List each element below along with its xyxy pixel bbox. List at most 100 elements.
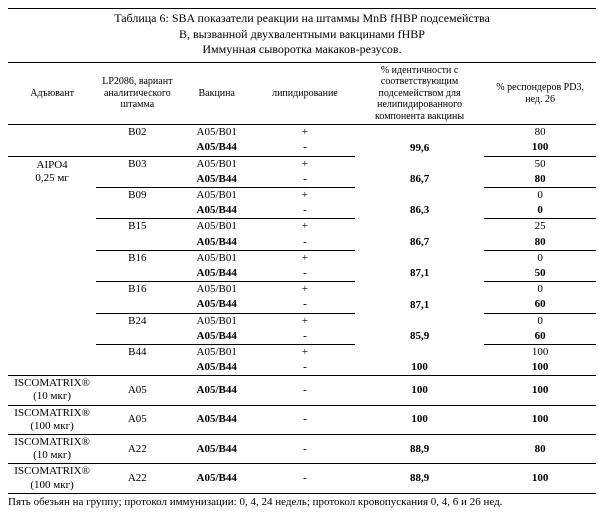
col-adjuvant: Адъювант xyxy=(8,62,96,125)
identity-cell xyxy=(355,188,484,204)
strain-cell: B03 xyxy=(96,156,178,172)
responders-cell: 100 xyxy=(484,140,596,156)
responders-cell: 100 xyxy=(484,464,596,493)
lipid-cell: + xyxy=(255,313,355,329)
lipid-cell: - xyxy=(255,203,355,219)
responders-cell: 60 xyxy=(484,329,596,345)
strain-cell xyxy=(96,203,178,219)
lipid-cell: - xyxy=(255,376,355,405)
vaccine-cell: A05/B01 xyxy=(179,250,255,266)
table-row: B44A05/B01+100 xyxy=(8,344,596,360)
identity-cell xyxy=(355,313,484,329)
responders-cell: 100 xyxy=(484,360,596,376)
vaccine-cell: A05/B44 xyxy=(179,140,255,156)
col-lipid: липидирование xyxy=(255,62,355,125)
vaccine-cell: A05/B44 xyxy=(179,464,255,493)
strain-cell: A22 xyxy=(96,464,178,493)
adjuvant-cell: ISCOMATRIX®(100 мкг) xyxy=(8,405,96,434)
vaccine-cell: A05/B44 xyxy=(179,266,255,282)
table-row: A05/B44-87,150 xyxy=(8,266,596,282)
lipid-cell: + xyxy=(255,282,355,298)
table-row: ISCOMATRIX®(10 мкг)A22A05/B44-88,980 xyxy=(8,435,596,464)
responders-cell: 50 xyxy=(484,266,596,282)
strain-cell xyxy=(96,140,178,156)
lipid-cell: - xyxy=(255,235,355,251)
strain-cell: B24 xyxy=(96,313,178,329)
adjuvant-cell xyxy=(8,219,96,235)
adjuvant-cell xyxy=(8,282,96,298)
identity-cell: 88,9 xyxy=(355,464,484,493)
strain-cell xyxy=(96,329,178,345)
vaccine-cell: A05/B44 xyxy=(179,203,255,219)
lipid-cell: - xyxy=(255,140,355,156)
strain-cell: A22 xyxy=(96,435,178,464)
adjuvant-cell xyxy=(8,297,96,313)
strain-cell: A05 xyxy=(96,405,178,434)
vaccine-cell: A05/B44 xyxy=(179,405,255,434)
table-row: B16A05/B01+0 xyxy=(8,282,596,298)
strain-cell: A05 xyxy=(96,376,178,405)
table-row: A05/B44-100100 xyxy=(8,360,596,376)
responders-cell: 25 xyxy=(484,219,596,235)
adjuvant-cell: ISCOMATRIX®(100 мкг) xyxy=(8,464,96,493)
col-strain: LP2086, вариант аналитического штамма xyxy=(96,62,178,125)
table-caption: Таблица 6: SBA показатели реакции на шта… xyxy=(8,8,596,58)
responders-cell: 50 xyxy=(484,156,596,172)
strain-cell: B09 xyxy=(96,188,178,204)
lipid-cell: - xyxy=(255,464,355,493)
table-row: B24A05/B01+0 xyxy=(8,313,596,329)
vaccine-cell: A05/B01 xyxy=(179,313,255,329)
lipid-cell: + xyxy=(255,188,355,204)
data-table: Адъювант LP2086, вариант аналитического … xyxy=(8,62,596,493)
table-row: ISCOMATRIX®(100 мкг)A22A05/B44-88,9100 xyxy=(8,464,596,493)
vaccine-cell: A05/B01 xyxy=(179,282,255,298)
lipid-cell: - xyxy=(255,172,355,188)
table-row: A05/B44-99,6100 xyxy=(8,140,596,156)
identity-cell: 86,7 xyxy=(355,235,484,251)
vaccine-cell: A05/B01 xyxy=(179,188,255,204)
title-line-2: B, вызванной двухвалентными вакцинами fH… xyxy=(179,27,425,41)
responders-cell: 0 xyxy=(484,313,596,329)
strain-cell: B15 xyxy=(96,219,178,235)
adjuvant-cell: ISCOMATRIX®(10 мкг) xyxy=(8,435,96,464)
table-row: A05/B44-86,30 xyxy=(8,203,596,219)
adjuvant-cell xyxy=(8,266,96,282)
table-row: A05/B44-86,780 xyxy=(8,172,596,188)
header-row: Адъювант LP2086, вариант аналитического … xyxy=(8,62,596,125)
vaccine-cell: A05/B44 xyxy=(179,360,255,376)
identity-cell xyxy=(355,125,484,141)
lipid-cell: + xyxy=(255,219,355,235)
adjuvant-cell xyxy=(8,313,96,329)
table-row: A05/B44-87,160 xyxy=(8,297,596,313)
adjuvant-cell xyxy=(8,188,96,204)
strain-cell xyxy=(96,360,178,376)
responders-cell: 80 xyxy=(484,125,596,141)
lipid-cell: + xyxy=(255,344,355,360)
vaccine-cell: A05/B44 xyxy=(179,297,255,313)
identity-cell xyxy=(355,219,484,235)
responders-cell: 100 xyxy=(484,376,596,405)
vaccine-cell: A05/B01 xyxy=(179,344,255,360)
adjuvant-cell: ISCOMATRIX®(10 мкг) xyxy=(8,376,96,405)
table-row: B09A05/B01+0 xyxy=(8,188,596,204)
vaccine-cell: A05/B01 xyxy=(179,156,255,172)
table-row: A05/B44-86,780 xyxy=(8,235,596,251)
strain-cell: B02 xyxy=(96,125,178,141)
responders-cell: 100 xyxy=(484,405,596,434)
strain-cell: B44 xyxy=(96,344,178,360)
responders-cell: 0 xyxy=(484,250,596,266)
table-row: ISCOMATRIX®(100 мкг)A05A05/B44-100100 xyxy=(8,405,596,434)
responders-cell: 80 xyxy=(484,172,596,188)
col-responders: % респондеров PD3, нед. 26 xyxy=(484,62,596,125)
table-row: B02A05/B01+80 xyxy=(8,125,596,141)
identity-cell: 100 xyxy=(355,376,484,405)
adjuvant-cell xyxy=(8,344,96,360)
identity-cell: 87,1 xyxy=(355,297,484,313)
lipid-cell: - xyxy=(255,435,355,464)
lipid-cell: + xyxy=(255,250,355,266)
identity-cell: 100 xyxy=(355,405,484,434)
lipid-cell: - xyxy=(255,405,355,434)
responders-cell: 80 xyxy=(484,235,596,251)
identity-cell: 87,1 xyxy=(355,266,484,282)
table-row: B16A05/B01+0 xyxy=(8,250,596,266)
